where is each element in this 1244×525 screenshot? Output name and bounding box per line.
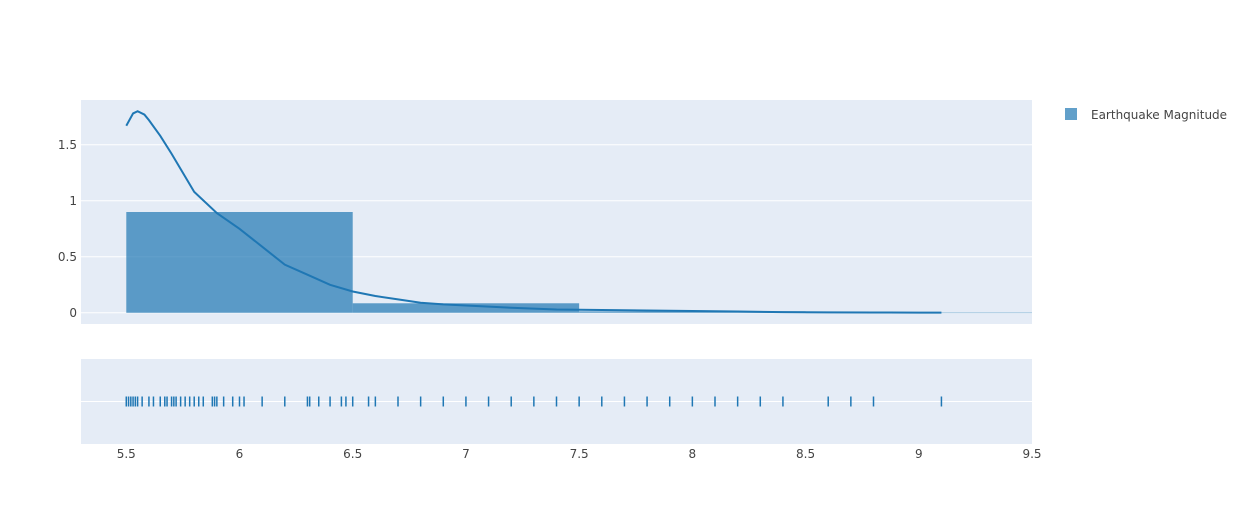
density-curve xyxy=(125,110,942,314)
x-tick-label: 8.5 xyxy=(796,447,815,461)
x-tick-label: 6.5 xyxy=(343,447,362,461)
x-axis-ticks: 5.5 6 6.5 7 7.5 8 8.5 9 9.5 xyxy=(117,447,1042,461)
x-tick-label: 7.5 xyxy=(570,447,589,461)
legend-label: Earthquake Magnitude xyxy=(1091,108,1227,122)
y-tick-label: 1.5 xyxy=(58,138,77,152)
x-tick-label: 6 xyxy=(236,447,244,461)
x-tick-label: 5.5 xyxy=(117,447,136,461)
y-tick-label: 0.5 xyxy=(58,250,77,264)
y-axis-ticks: 0 0.5 1 1.5 xyxy=(58,138,77,320)
histogram-bar xyxy=(126,212,353,313)
x-tick-label: 8 xyxy=(689,447,697,461)
y-tick-label: 1 xyxy=(69,194,77,208)
x-tick-label: 9.5 xyxy=(1022,447,1041,461)
x-tick-label: 7 xyxy=(462,447,470,461)
y-tick-label: 0 xyxy=(69,306,77,320)
histogram-bar xyxy=(352,303,580,313)
legend[interactable]: Earthquake Magnitude xyxy=(1065,108,1227,122)
x-tick-label: 9 xyxy=(915,447,923,461)
legend-swatch xyxy=(1065,108,1077,120)
histogram-bar xyxy=(579,311,806,313)
rug-marks xyxy=(125,396,943,407)
